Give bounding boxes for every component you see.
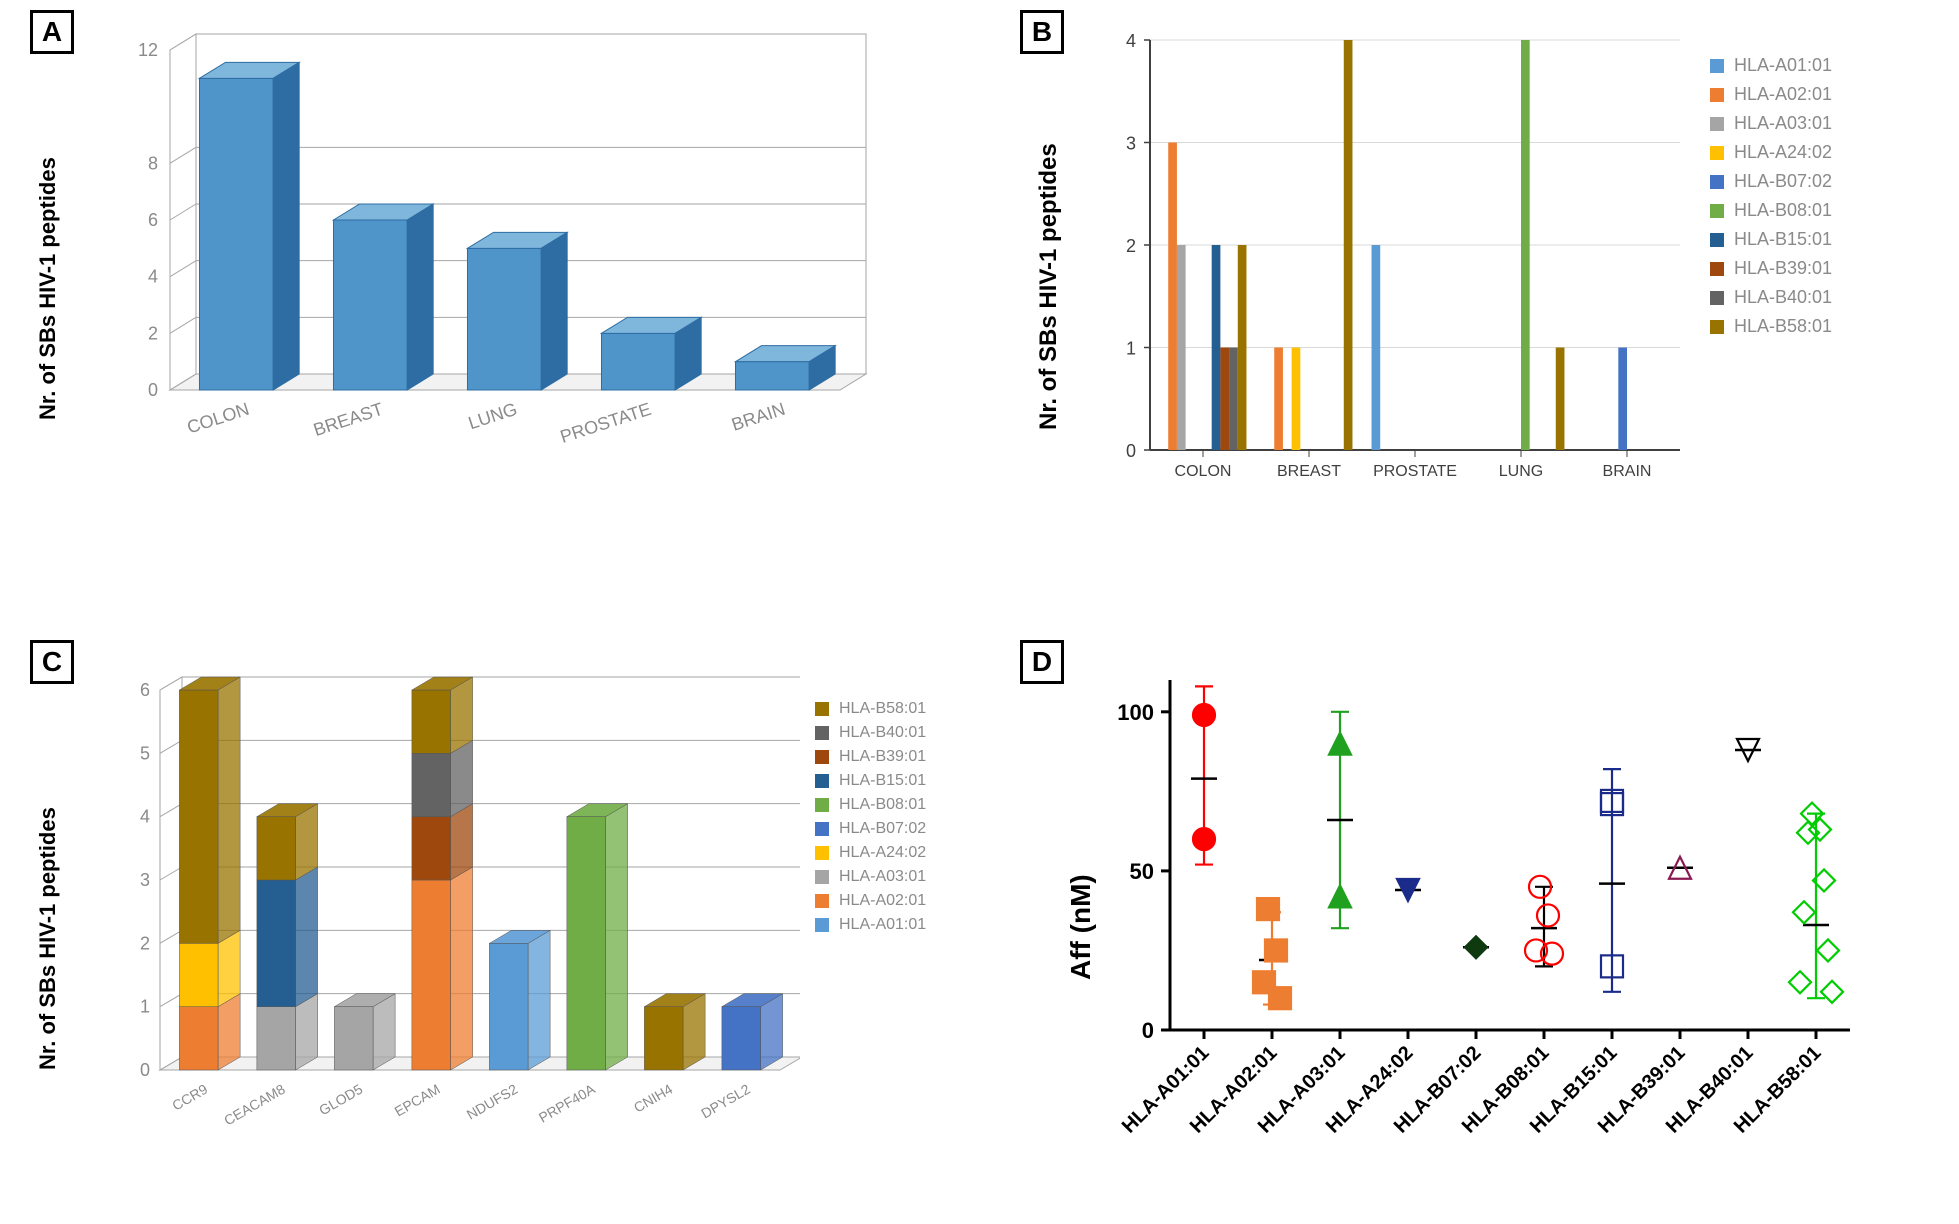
svg-text:EPCAM: EPCAM — [392, 1081, 443, 1120]
svg-text:LUNG: LUNG — [466, 399, 520, 433]
svg-text:CNIH4: CNIH4 — [631, 1081, 676, 1116]
svg-text:0: 0 — [1142, 1018, 1154, 1043]
panel-d-chart: 050100HLA-A01:01HLA-A02:01HLA-A03:01HLA-… — [1100, 670, 1860, 1200]
panel-c-ylabel: Nr. of SBs HIV-1 peptides — [35, 807, 61, 1070]
svg-text:BRAIN: BRAIN — [729, 399, 788, 435]
svg-text:1: 1 — [1126, 339, 1136, 359]
panel-b-chart: 0 1 2 3 4 COLON BREAST PROSTATE LUNG BRAIN — [1090, 20, 1690, 510]
svg-text:NDUFS2: NDUFS2 — [464, 1081, 521, 1123]
svg-text:8: 8 — [148, 153, 158, 173]
svg-text:CEACAM8: CEACAM8 — [221, 1081, 288, 1129]
panel-label-b: B — [1020, 10, 1064, 54]
svg-text:12: 12 — [138, 40, 158, 60]
svg-text:PROSTATE: PROSTATE — [1373, 463, 1457, 480]
svg-text:DPYSL2: DPYSL2 — [698, 1081, 753, 1122]
svg-text:6: 6 — [148, 210, 158, 230]
svg-text:0: 0 — [148, 380, 158, 400]
svg-text:2: 2 — [1126, 236, 1136, 256]
svg-text:PRPF40A: PRPF40A — [536, 1080, 598, 1125]
panel-label-c: C — [30, 640, 74, 684]
panel-c-legend: HLA-B58:01HLA-B40:01HLA-B39:01HLA-B15:01… — [815, 700, 926, 940]
svg-text:BREAST: BREAST — [1277, 463, 1341, 480]
svg-text:3: 3 — [1126, 134, 1136, 154]
svg-text:COLON: COLON — [1175, 463, 1232, 480]
svg-text:4: 4 — [148, 267, 158, 287]
svg-text:COLON: COLON — [185, 399, 252, 438]
svg-text:1: 1 — [140, 997, 150, 1017]
panel-a-chart: 0 2 4 6 8 12 COLON BREAST LUNG PROSTATE BRAIN — [100, 30, 880, 500]
svg-text:2: 2 — [140, 933, 150, 953]
svg-text:4: 4 — [1126, 31, 1136, 51]
svg-text:BRAIN: BRAIN — [1603, 463, 1652, 480]
svg-text:CCR9: CCR9 — [169, 1081, 210, 1114]
svg-text:6: 6 — [140, 680, 150, 700]
svg-text:50: 50 — [1130, 859, 1154, 884]
svg-text:BREAST: BREAST — [311, 399, 386, 440]
panel-c-chart: 0 1 2 3 4 5 6 CCR9 CEACAM8 GLOD5 EPCAM NDUFS2 PRPF40… — [100, 670, 800, 1190]
svg-text:0: 0 — [1126, 441, 1136, 461]
panel-b-ylabel: Nr. of SBs HIV-1 peptides — [1035, 143, 1063, 430]
panel-label-d: D — [1020, 640, 1064, 684]
panel-b-legend: HLA-A01:01HLA-A02:01HLA-A03:01HLA-A24:02… — [1710, 55, 1832, 345]
svg-text:100: 100 — [1117, 700, 1154, 725]
panel-label-a: A — [30, 10, 74, 54]
svg-text:2: 2 — [148, 323, 158, 343]
svg-text:0: 0 — [140, 1060, 150, 1080]
svg-text:5: 5 — [140, 743, 150, 763]
panel-a-ylabel: Nr. of SBs HIV-1 peptides — [35, 157, 61, 420]
panel-d-ylabel: Aff (nM) — [1065, 874, 1097, 980]
svg-text:3: 3 — [140, 870, 150, 890]
svg-text:4: 4 — [140, 807, 150, 827]
svg-text:PROSTATE: PROSTATE — [558, 399, 654, 447]
svg-text:GLOD5: GLOD5 — [316, 1081, 365, 1119]
svg-text:LUNG: LUNG — [1499, 463, 1543, 480]
